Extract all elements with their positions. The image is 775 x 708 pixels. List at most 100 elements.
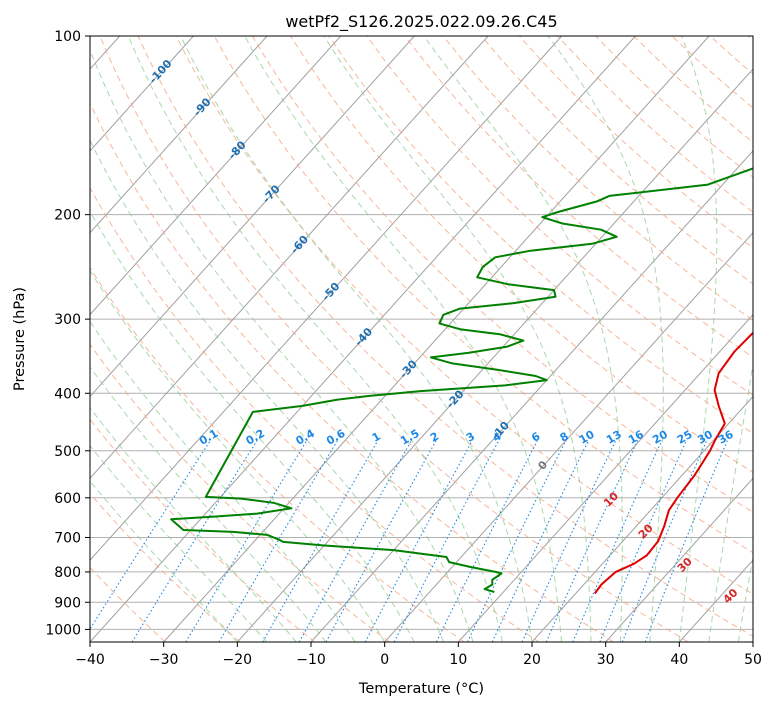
mixing-ratio-line [435,440,538,642]
isotherm-line [236,68,753,642]
mixing-ratio-label: 2 [428,430,441,445]
chart-title: wetPf2_S126.2025.022.09.26.C45 [285,12,557,32]
mixing-ratio-line [90,440,211,630]
dry-adiabat-line [90,343,390,642]
mixing-ratio-label: 16 [626,428,646,447]
y-tick-label: 500 [54,444,81,460]
moist-adiabat-line [90,320,356,642]
dry-adiabat-line [90,102,614,642]
mixing-ratio-label: 6 [529,430,542,445]
dry-adiabat-line [90,187,540,642]
isotherm-line [384,231,753,642]
moist-adiabat-line [737,554,753,642]
plot-frame [89,35,754,643]
moist-adiabat-line [547,36,664,642]
y-tick-label: 700 [54,531,81,547]
dry-adiabat-line [404,36,753,359]
isotherm-line [90,36,194,152]
mixing-ratio-line [491,440,590,642]
mixing-ratio-label: 13 [604,428,624,447]
dry-adiabat-line [137,36,753,637]
dry-adiabat-line [366,36,753,396]
dry-adiabat-line [90,266,465,642]
dry-adiabat-line [633,36,753,143]
mixing-ratio-line [185,440,308,642]
isotherm-line [90,36,489,480]
isotherm-line [678,559,753,642]
moist-adiabat-line [90,480,238,642]
dry-adiabat-line [99,36,689,642]
x-tick-label: 30 [597,652,615,668]
sounding-series [170,167,753,595]
mixing-ratio-label: 1 [370,430,383,445]
mixing-ratio-label: 10 [577,428,597,447]
dewpoint-profile-line [170,167,753,593]
moist-adiabat-line [90,269,386,642]
x-tick-label: 10 [449,652,467,668]
isotherm-line [90,36,342,316]
dry-adiabat-line [251,36,753,513]
moist-adiabat-line [323,36,592,642]
temperature-profile-line [593,331,753,595]
isotherm-line [90,36,636,642]
mixing-ratio-label: 36 [716,428,736,447]
moist-adiabat-line [708,361,753,642]
isotherm-line [457,313,753,642]
y-tick-label: 600 [54,491,81,507]
moist-adiabat-line [180,36,533,642]
mixing-ratio-label: 0.1 [197,427,220,448]
dry-adiabat-line [90,566,166,642]
mixing-ratio-line [298,440,413,642]
mixing-ratio-line [325,440,437,642]
mixing-ratio-line [262,440,379,642]
moist-adiabat-line [90,444,268,642]
moist-adiabat-line [244,36,562,642]
moist-adiabat-line [90,407,297,642]
x-tick-label: 20 [523,652,541,668]
x-tick-label: 40 [670,652,688,668]
y-tick-label: 200 [54,208,81,224]
dry-adiabat-line [442,36,753,321]
mixing-ratio-label: 0.2 [244,427,267,448]
mixing-ratio-line [521,440,617,642]
x-tick-label: −10 [296,652,326,668]
background-grid [90,36,753,642]
moist-adiabat-line [127,36,503,642]
moist-adiabat-line [90,210,415,642]
x-tick-label: −30 [149,652,179,668]
mixing-ratio-label: 0.4 [293,427,317,448]
dry-adiabat-line [90,492,241,642]
mixing-ratio-line [393,440,500,642]
dry-adiabat-label: 20 [636,521,656,541]
isotherm-line [163,36,710,642]
mixing-ratio-line [364,440,473,642]
mixing-ratio-label: 0.6 [324,427,348,448]
y-tick-label: 1000 [45,622,81,638]
x-axis-title: Temperature (°C) [358,681,484,697]
isotherm-line [531,395,753,642]
isotherm-line [90,36,415,398]
dry-adiabat-line [213,36,753,554]
y-tick-label: 100 [54,29,81,45]
dry-adiabat-line [747,36,753,41]
x-tick-label: −20 [223,652,253,668]
mixing-ratio-line [545,440,639,642]
isotherm-line [605,477,753,642]
dry-adiabat-line [518,36,753,249]
mixing-ratio-line [131,440,258,642]
dry-adiabat-line [290,36,753,473]
mixing-ratio-line [572,440,663,642]
dry-adiabat-line [175,36,753,595]
dry-adiabat-label: 10 [601,489,621,509]
x-tick-label: 0 [380,652,389,668]
dry-adiabat-line [709,36,753,75]
mixing-ratio-line [218,440,339,642]
moist-adiabat-line [90,48,474,642]
x-tick-label: 50 [744,652,762,668]
mixing-ratio-line [467,440,567,642]
mixing-ratio-label: 25 [675,428,695,447]
moist-adiabat-line [423,36,623,642]
axis-ticks: −40 −30 −20 −10 0 10 20 30 40 5010020030040050060… [45,29,762,668]
